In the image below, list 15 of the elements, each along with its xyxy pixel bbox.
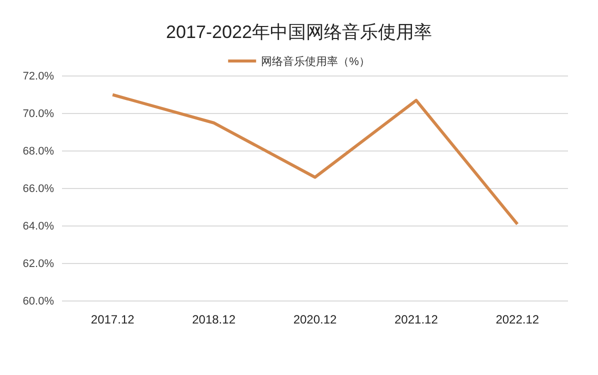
- chart-title: 2017-2022年中国网络音乐使用率: [166, 22, 432, 42]
- y-tick-label: 72.0%: [22, 70, 54, 83]
- y-tick-label: 68.0%: [22, 146, 54, 158]
- y-tick-label: 60.0%: [22, 296, 54, 308]
- y-tick-label: 64.0%: [22, 220, 54, 233]
- x-tick-label: 2018.12: [192, 312, 236, 327]
- line-series: [111, 93, 519, 226]
- y-tick-label: 62.0%: [22, 258, 54, 270]
- x-tick-label: 2017.12: [90, 312, 135, 327]
- x-tick-label: 2021.12: [394, 312, 438, 327]
- y-tick-label: 66.0%: [22, 183, 54, 196]
- y-tick-label: 70.0%: [22, 108, 54, 120]
- legend-label: 网络音乐使用率（%）: [261, 55, 370, 68]
- x-tick-label: 2020.12: [293, 312, 338, 327]
- x-tick-label: 2022.12: [496, 312, 540, 327]
